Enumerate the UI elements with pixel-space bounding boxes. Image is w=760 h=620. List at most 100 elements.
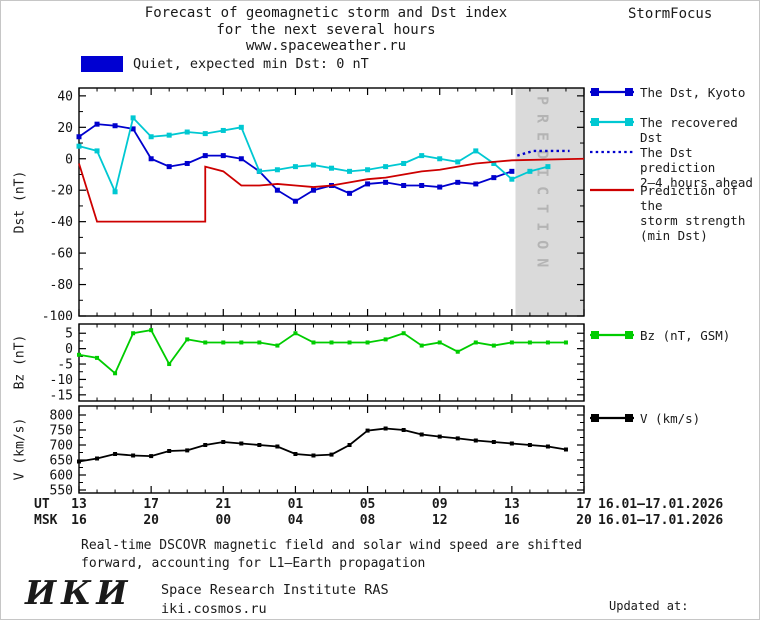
series-the-recovered-dst-marker: [256, 168, 262, 174]
series-the-dst-kyoto-marker: [419, 182, 425, 188]
y-tick-label: 600: [50, 469, 73, 484]
swatch-marker: [625, 88, 633, 96]
series-v-km-s-marker: [329, 452, 334, 457]
series-the-dst-kyoto-marker: [473, 181, 479, 187]
y-tick-label: -15: [50, 388, 73, 403]
y-tick-label: -80: [50, 278, 73, 293]
page-title: Forecast of geomagnetic storm and Dst in…: [91, 5, 561, 55]
title-line-2: for the next several hours: [216, 21, 436, 38]
series-bz-nt-gsm-marker: [221, 340, 226, 345]
series-bz-nt-gsm-marker: [203, 340, 208, 345]
series-the-recovered-dst-marker: [365, 167, 371, 173]
series-the-dst-kyoto-marker: [292, 198, 298, 204]
series-the-dst-prediction-2-4-hours-ahead: [516, 149, 570, 157]
series-bz-nt-gsm-marker: [473, 340, 478, 345]
y-tick-label: -40: [50, 215, 73, 230]
series-the-dst-kyoto: [78, 123, 513, 203]
x-tick-label: 21: [215, 497, 232, 512]
legend-item-speed: V (km/s): [589, 411, 700, 426]
series-the-dst-kyoto-marker: [112, 123, 118, 129]
series-the-recovered-dst-marker: [274, 167, 280, 173]
swatch-marker: [591, 88, 599, 96]
series-v-km-s-marker: [203, 443, 208, 447]
series-the-recovered-dst-marker: [401, 160, 407, 166]
series-the-recovered-dst-marker: [310, 162, 316, 168]
y-tick-label: 700: [50, 439, 73, 454]
series-the-dst-kyoto-marker: [491, 175, 497, 181]
series-v-km-s-marker: [311, 453, 316, 458]
series-the-recovered-dst-marker: [329, 165, 334, 171]
series-v-km-s-marker: [113, 452, 118, 456]
bz-axis-label: Bz (nT): [12, 334, 28, 390]
updated-block: Updated at: UT 13:05, 17.01.2026 MSK 16:…: [601, 565, 753, 619]
chart-legend: The Dst, Kyoto The recovered Dst The Dst…: [589, 1, 759, 619]
series-v-km-s-marker: [293, 452, 298, 456]
series-v-km-s-marker: [545, 444, 550, 449]
series-v-km-s-marker: [455, 436, 460, 441]
series-v-km-s-marker: [77, 459, 81, 464]
series-the-dst-kyoto-marker: [437, 184, 443, 190]
series-bz-nt-gsm-marker: [383, 337, 388, 342]
series-the-recovered-dst-marker: [130, 115, 136, 121]
institute-site-link[interactable]: iki.cosmos.ru: [161, 601, 267, 617]
footnote-line-2: forward, accounting for L1–Earth propaga…: [81, 555, 426, 571]
bz-swatch-icon: [590, 331, 634, 339]
x-tick-label: 13: [71, 497, 87, 512]
recovered-dst-swatch-icon: [590, 118, 634, 126]
series-v-km-s-marker: [275, 444, 280, 449]
y-tick-label: 5: [65, 327, 73, 342]
dst-kyoto-swatch-icon: [590, 88, 634, 96]
series-v-km-s-marker: [419, 432, 424, 437]
y-tick-label: 0: [65, 152, 73, 167]
series-the-recovered-dst-marker: [220, 127, 226, 133]
series-v-km-s-marker: [257, 443, 262, 447]
x-tick-label: 00: [215, 513, 232, 528]
legend-label: (min Dst): [640, 228, 708, 243]
series-the-dst-kyoto-marker: [365, 181, 371, 187]
legend-label: The Dst prediction: [640, 145, 716, 175]
series-the-recovered-dst-marker: [491, 160, 497, 166]
y-tick-label: 750: [50, 424, 73, 439]
series-the-dst-kyoto-marker: [383, 179, 389, 185]
series-the-recovered-dst-marker: [527, 168, 533, 174]
swatch-marker: [591, 414, 599, 422]
legend-item-dst-prediction: The Dst prediction 2–4 hours ahead: [589, 145, 759, 190]
x-tick-label: 01: [287, 497, 304, 512]
x-tick-label: 12: [431, 513, 448, 528]
series-v-km-s-marker: [365, 428, 370, 433]
series-bz-nt-gsm-marker: [149, 328, 154, 333]
series-the-recovered-dst-marker: [238, 124, 244, 130]
series-the-dst-kyoto-marker: [238, 156, 244, 162]
series-the-recovered-dst-marker: [347, 168, 353, 174]
series-v-km-s-marker: [149, 454, 154, 459]
series-v-km-s-marker: [563, 447, 568, 452]
series-the-dst-kyoto-marker: [455, 179, 461, 185]
series-bz-nt-gsm-marker: [347, 340, 352, 345]
swatch-marker: [625, 118, 633, 126]
y-tick-label: 20: [57, 121, 73, 136]
swatch-marker: [625, 414, 633, 422]
series-v-km-s-marker: [239, 441, 244, 446]
series-v-km-s-marker: [221, 440, 226, 444]
series-the-dst-kyoto-marker: [401, 182, 407, 188]
series-v-km-s-marker: [473, 438, 478, 443]
series-v-km-s-marker: [491, 440, 496, 444]
series-the-recovered-dst-marker: [76, 143, 82, 149]
x-tick-label: 08: [359, 513, 376, 528]
series-the-dst-kyoto-marker: [130, 126, 136, 132]
ut-row-label: UT: [34, 497, 50, 512]
series-v-km-s-marker: [95, 456, 100, 461]
series-v-km-s-marker: [401, 428, 406, 432]
speed-axis-label: V (km/s): [12, 417, 28, 481]
y-tick-label: -100: [42, 310, 73, 321]
title-url[interactable]: www.spaceweather.ru: [245, 38, 407, 54]
series-the-recovered-dst-marker: [437, 156, 443, 162]
series-bz-nt-gsm-marker: [491, 343, 496, 348]
status-color-box: [81, 56, 123, 72]
dst-prediction-swatch-icon: [590, 150, 634, 154]
series-the-dst-kyoto-marker: [509, 168, 515, 174]
prediction-band-label: PREDICTION: [533, 96, 551, 276]
series-the-dst-kyoto-marker: [184, 160, 190, 166]
legend-item-dst-kyoto: The Dst, Kyoto: [589, 85, 745, 100]
y-tick-label: 0: [65, 342, 73, 357]
